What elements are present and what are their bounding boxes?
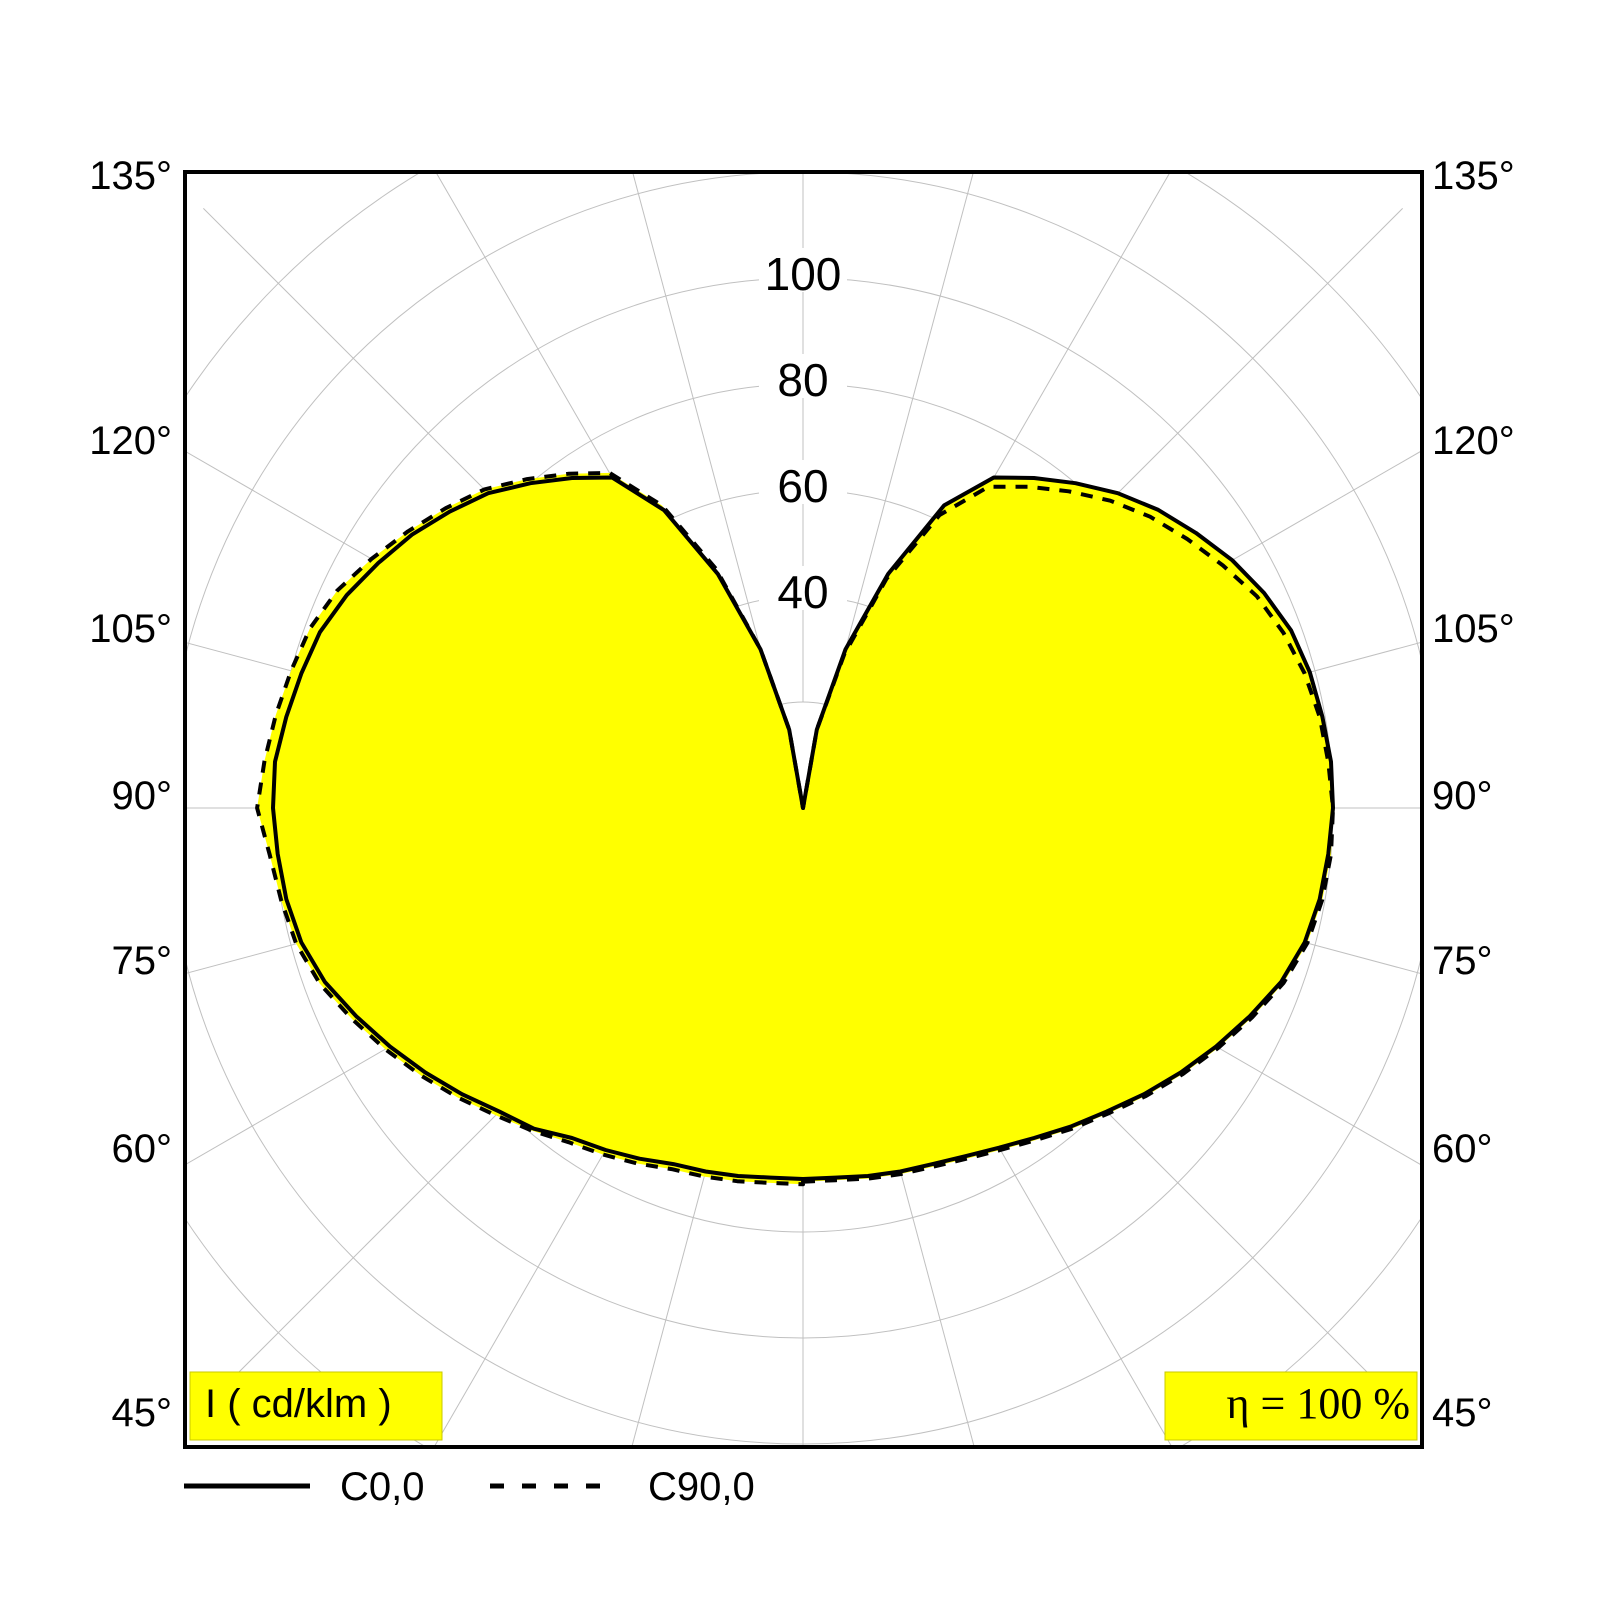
legend-label-c0: C0,0 (340, 1465, 425, 1509)
grid-ray (829, 172, 974, 706)
series-fill-1 (257, 472, 1334, 1185)
angle-label-right: 75° (1432, 939, 1493, 983)
angle-label-left: 120° (89, 419, 172, 463)
distribution-fills (257, 472, 1334, 1185)
efficiency-box: η = 100 % (1164, 1371, 1418, 1441)
angle-label-left: 135° (89, 154, 172, 198)
unit-box: I ( cd/klm ) (189, 1371, 443, 1441)
unit-label: I ( cd/klm ) (205, 1382, 392, 1426)
angle-label-right: 90° (1432, 774, 1493, 818)
angle-label-right: 135° (1432, 154, 1515, 198)
radial-label-bg (759, 248, 847, 292)
angle-label-left: 105° (89, 607, 172, 651)
radial-label-bg (759, 354, 847, 398)
angle-label-left: 60° (112, 1127, 173, 1171)
angle-label-right: 120° (1432, 419, 1515, 463)
legend: C0,0 C90,0 (184, 1465, 755, 1509)
grid-ray (632, 172, 777, 706)
radial-tick-label: 80 (777, 354, 828, 406)
efficiency-label: η = 100 % (1227, 1379, 1410, 1428)
radial-tick-label: 100 (765, 248, 842, 300)
angle-label-left: 90° (112, 774, 173, 818)
radial-tick-label: 40 (777, 566, 828, 618)
angle-labels: 135° 120° 105° 90° 75° 60° 45° 135° 120° 105° 90° 7… (89, 154, 1514, 1435)
series-curve-c90 (255, 470, 1335, 1187)
angle-label-right: 105° (1432, 607, 1515, 651)
radial-label-bg (759, 566, 847, 610)
angle-label-right: 45° (1432, 1391, 1493, 1435)
radial-tick-label: 60 (777, 460, 828, 512)
distribution-curves (255, 470, 1335, 1187)
legend-label-c90: C90,0 (648, 1465, 755, 1509)
angle-label-left: 75° (112, 939, 173, 983)
radial-label-bg (759, 460, 847, 504)
angle-label-left: 45° (112, 1391, 173, 1435)
plot-frame (183, 170, 1424, 1449)
angle-label-right: 60° (1432, 1127, 1493, 1171)
radial-tick-labels: 40 60 80 100 (759, 248, 847, 618)
